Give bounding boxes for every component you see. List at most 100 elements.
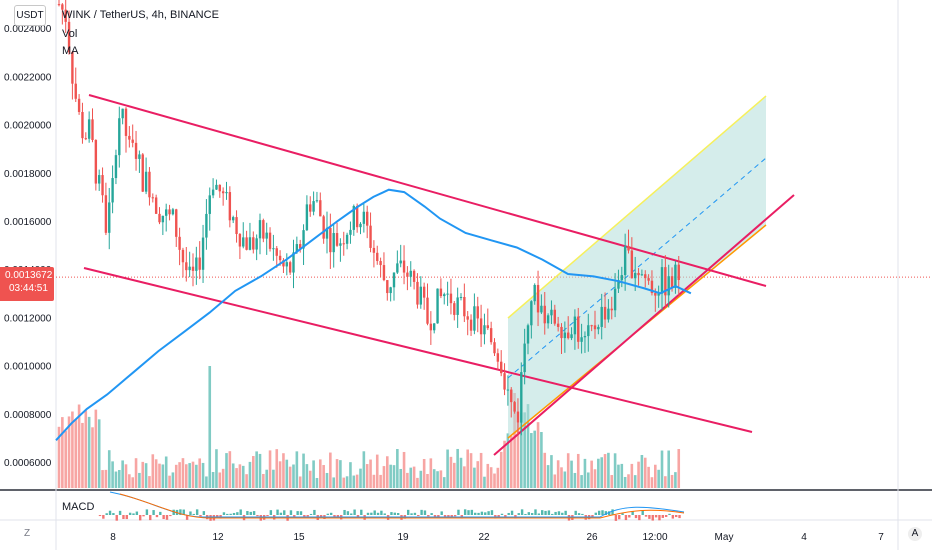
zoom-button[interactable]: Z: [24, 528, 31, 539]
indicator-vol[interactable]: Vol: [62, 28, 78, 40]
candle-body: [118, 118, 121, 156]
candle-body: [205, 213, 208, 238]
candle-body: [493, 342, 496, 354]
macd-histogram-bar: [621, 513, 624, 515]
macd-histogram-bar: [453, 515, 457, 517]
volume-bar: [674, 472, 677, 488]
candle-body: [171, 209, 175, 215]
candle-body: [235, 217, 238, 235]
volume-bar: [111, 461, 114, 488]
volume-bar: [654, 464, 657, 488]
macd-histogram-bar: [139, 515, 142, 521]
volume-bar: [349, 462, 352, 488]
indicator-ma[interactable]: MA: [62, 45, 79, 57]
macd-histogram-bar: [373, 510, 376, 515]
candle-body: [570, 334, 573, 339]
volume-bar: [319, 459, 322, 488]
auto-scale-button[interactable]: A: [908, 527, 922, 541]
macd-histogram-bar: [554, 511, 557, 515]
volume-bar: [399, 468, 402, 488]
macd-histogram-bar: [192, 513, 195, 515]
candle-body: [372, 247, 376, 253]
volume-bar: [211, 471, 215, 488]
channel-mid-line: [507, 157, 767, 379]
volume-bar: [553, 474, 557, 488]
volume-bar: [57, 426, 61, 488]
candle-body: [453, 303, 456, 315]
volume-bar: [365, 464, 369, 488]
candle-body: [489, 328, 493, 343]
volume-bar: [473, 467, 476, 488]
y-tick-label: 0.0020000: [4, 121, 52, 132]
macd-histogram-bar: [98, 515, 102, 517]
candle-body: [439, 288, 443, 297]
volume-bar: [623, 476, 627, 488]
macd-histogram-bar: [530, 513, 534, 515]
volume-bar: [332, 477, 335, 488]
volume-bar: [466, 449, 469, 488]
macd-histogram-bar: [326, 513, 329, 515]
candle-body: [533, 284, 536, 302]
candle-body: [590, 325, 593, 327]
macd-histogram-bar: [390, 512, 393, 515]
volume-bar: [238, 464, 242, 488]
candle-body: [342, 243, 345, 245]
candle-body: [379, 261, 382, 266]
candle-body: [406, 272, 409, 277]
candle-body: [560, 326, 563, 339]
volume-bar: [258, 453, 262, 488]
macd-histogram-bar: [105, 513, 108, 515]
x-tick-label: 4: [801, 532, 807, 543]
candle-body: [104, 195, 108, 233]
macd-histogram-bar: [226, 513, 229, 515]
macd-histogram-bar: [343, 509, 346, 515]
y-tick-label: 0.0018000: [4, 169, 52, 180]
volume-bar: [503, 440, 506, 488]
candle-body: [245, 237, 248, 250]
macd-histogram-bar: [189, 511, 192, 515]
candle-body: [94, 140, 98, 184]
candle-body: [101, 175, 104, 196]
volume-bar: [302, 453, 305, 488]
candle-body: [674, 264, 677, 288]
volume-bar: [610, 475, 614, 488]
macd-histogram-bar: [407, 509, 410, 515]
candle-body: [134, 142, 138, 159]
macd-histogram-bar: [634, 515, 638, 519]
macd-histogram-bar: [182, 509, 185, 515]
volume-bar: [362, 451, 366, 488]
macd-histogram-bar: [604, 511, 608, 515]
macd-histogram-bar: [393, 512, 396, 515]
volume-bar: [670, 474, 674, 488]
candle-body: [526, 325, 530, 344]
macd-histogram-bar: [457, 509, 460, 515]
y-tick-label: 0.0006000: [4, 458, 52, 469]
macd-histogram-bar: [651, 515, 654, 521]
macd-histogram-bar: [487, 511, 490, 515]
macd-histogram-bar: [430, 513, 433, 515]
volume-bar: [375, 454, 379, 488]
volume-bar: [613, 453, 617, 488]
currency-button[interactable]: USDT: [14, 5, 46, 26]
macd-histogram-bar: [413, 512, 417, 515]
volume-bar: [191, 461, 195, 488]
macd-histogram-bar: [350, 513, 353, 515]
candle-body: [302, 230, 305, 249]
volume-bar: [590, 460, 593, 488]
macd-histogram-bar: [477, 512, 480, 515]
volume-bar: [241, 465, 245, 488]
macd-histogram-bar: [574, 510, 577, 515]
candle-body: [128, 135, 131, 140]
macd-histogram-bar: [108, 510, 112, 515]
candle-body: [315, 200, 319, 202]
volume-bar: [248, 461, 252, 488]
volume-bar: [637, 461, 640, 488]
volume-bar: [84, 410, 88, 488]
volume-bar: [144, 463, 148, 488]
macd-histogram-bar: [283, 510, 286, 515]
macd-label[interactable]: MACD: [62, 501, 95, 513]
macd-histogram-bar: [112, 513, 115, 515]
candle-body: [148, 171, 151, 198]
